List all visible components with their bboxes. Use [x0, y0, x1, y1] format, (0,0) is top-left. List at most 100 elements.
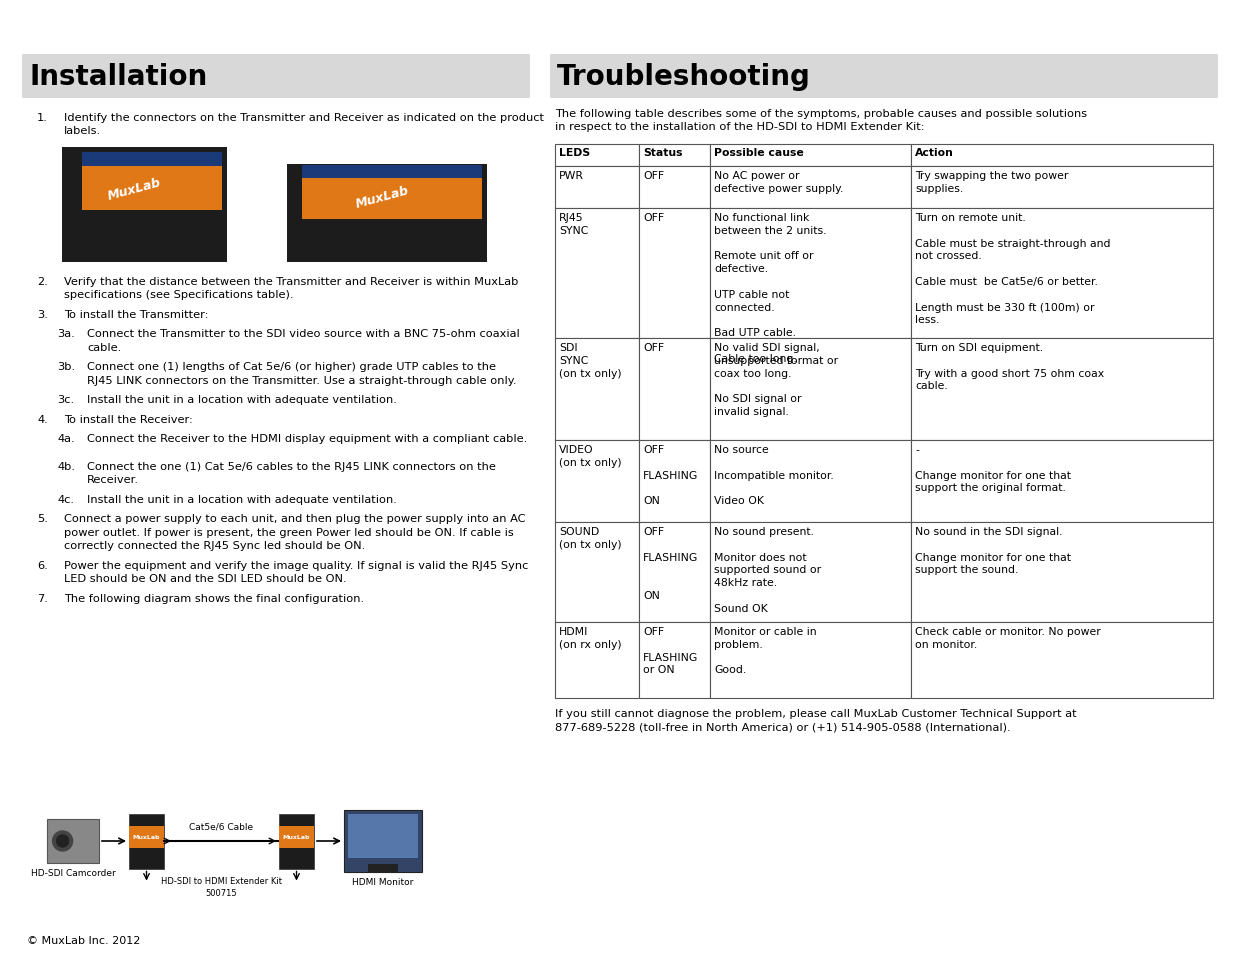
Text: OFF

FLASHING


ON: OFF FLASHING ON [643, 526, 699, 600]
Bar [710, 145, 911, 167]
Text: Turn on SDI equipment.

Try with a good short 75 ohm coax
cable.: Turn on SDI equipment. Try with a good s… [915, 343, 1104, 391]
Bar [710, 522, 911, 622]
Text: 1.: 1. [37, 112, 48, 123]
Text: 3a.: 3a. [57, 329, 75, 339]
Text: MuxLab: MuxLab [133, 834, 161, 840]
Text: 4a.: 4a. [57, 434, 74, 444]
Text: 4.: 4. [37, 415, 48, 424]
Text: To install the Transmitter:: To install the Transmitter: [64, 310, 209, 319]
Text: 7.: 7. [37, 594, 48, 603]
Bar [640, 209, 710, 338]
Bar [22, 55, 530, 99]
Bar [62, 148, 227, 263]
Bar [911, 440, 1213, 522]
Bar [82, 156, 222, 211]
Bar [911, 522, 1213, 622]
Text: 4c.: 4c. [57, 495, 74, 504]
Text: 3c.: 3c. [57, 395, 74, 405]
Text: 3b.: 3b. [57, 362, 75, 372]
Bar [348, 814, 417, 858]
Bar [640, 622, 710, 699]
Text: If you still cannot diagnose the problem, please call MuxLab Customer Technical : If you still cannot diagnose the problem… [555, 708, 1077, 732]
Text: 4b.: 4b. [57, 461, 75, 472]
Text: No AC power or
defective power supply.: No AC power or defective power supply. [714, 171, 844, 193]
Bar [279, 825, 314, 847]
Bar [911, 167, 1213, 209]
Text: SOUND
(on tx only): SOUND (on tx only) [559, 526, 621, 549]
Text: Try swapping the two power
supplies.: Try swapping the two power supplies. [915, 171, 1068, 193]
Text: Install the unit in a location with adequate ventilation.: Install the unit in a location with adeq… [86, 395, 396, 405]
Text: Connect the Receiver to the HDMI display equipment with a compliant cable.: Connect the Receiver to the HDMI display… [86, 434, 527, 444]
Bar [555, 167, 640, 209]
Bar [555, 338, 640, 440]
Text: RJ45
SYNC: RJ45 SYNC [559, 213, 588, 235]
Text: Install the unit in a location with adequate ventilation.: Install the unit in a location with adeq… [86, 495, 396, 504]
Text: Turn on remote unit.

Cable must be straight-through and
not crossed.

Cable mus: Turn on remote unit. Cable must be strai… [915, 213, 1110, 325]
Bar [345, 810, 422, 872]
Bar [710, 209, 911, 338]
Text: OFF

FLASHING
or ON: OFF FLASHING or ON [643, 626, 699, 675]
Bar [640, 522, 710, 622]
Bar [640, 167, 710, 209]
Text: Connect one (1) lengths of Cat 5e/6 (or higher) grade UTP cables to the
RJ45 LIN: Connect one (1) lengths of Cat 5e/6 (or … [86, 362, 516, 385]
Text: MuxLab: MuxLab [106, 176, 163, 203]
Text: Troubleshooting: Troubleshooting [557, 63, 811, 91]
Bar [555, 622, 640, 699]
Text: Action: Action [915, 148, 953, 158]
Text: HD-SDI to HDMI Extender Kit
500715: HD-SDI to HDMI Extender Kit 500715 [161, 877, 282, 897]
Text: The following table describes some of the symptoms, probable causes and possible: The following table describes some of th… [555, 109, 1087, 132]
Text: No sound present.

Monitor does not
supported sound or
48kHz rate.

Sound OK: No sound present. Monitor does not suppo… [714, 526, 821, 613]
Text: No functional link
between the 2 units.

Remote unit off or
defective.

UTP cabl: No functional link between the 2 units. … [714, 213, 826, 363]
Text: OFF: OFF [643, 343, 664, 353]
Text: Connect a power supply to each unit, and then plug the power supply into an AC
p: Connect a power supply to each unit, and… [64, 514, 526, 550]
Text: Status: Status [643, 148, 683, 158]
Text: 2.: 2. [37, 276, 48, 287]
Bar [550, 55, 1218, 99]
Bar [555, 209, 640, 338]
Text: OFF

FLASHING

ON: OFF FLASHING ON [643, 444, 699, 506]
Text: Cat5e/6 Cable: Cat5e/6 Cable [189, 822, 253, 831]
Bar [555, 522, 640, 622]
Bar [911, 209, 1213, 338]
Bar [710, 440, 911, 522]
Text: 5.: 5. [37, 514, 48, 524]
Bar [128, 814, 164, 868]
Bar [640, 440, 710, 522]
Bar [279, 814, 314, 868]
Bar [82, 152, 222, 167]
Text: OFF: OFF [643, 171, 664, 181]
Text: HDMI Monitor: HDMI Monitor [352, 877, 414, 886]
Text: Possible cause: Possible cause [714, 148, 804, 158]
Text: Verify that the distance between the Transmitter and Receiver is within MuxLab
s: Verify that the distance between the Tra… [64, 276, 519, 300]
Bar [710, 167, 911, 209]
Text: No source

Incompatible monitor.

Video OK: No source Incompatible monitor. Video OK [714, 444, 834, 506]
Text: Identify the connectors on the Transmitter and Receiver as indicated on the prod: Identify the connectors on the Transmitt… [64, 112, 543, 136]
Bar [911, 338, 1213, 440]
Bar [303, 166, 482, 179]
Text: Power the equipment and verify the image quality. If signal is valid the RJ45 Sy: Power the equipment and verify the image… [64, 560, 529, 583]
Text: To install the Receiver:: To install the Receiver: [64, 415, 193, 424]
Bar [911, 622, 1213, 699]
Text: Monitor or cable in
problem.

Good.: Monitor or cable in problem. Good. [714, 626, 816, 675]
Text: Check cable or monitor. No power
on monitor.: Check cable or monitor. No power on moni… [915, 626, 1100, 649]
Text: No sound in the SDI signal.

Change monitor for one that
support the sound.: No sound in the SDI signal. Change monit… [915, 526, 1071, 575]
Bar [640, 338, 710, 440]
Text: MuxLab: MuxLab [283, 834, 310, 840]
Text: © MuxLab Inc. 2012: © MuxLab Inc. 2012 [27, 935, 141, 945]
Text: PWR: PWR [559, 171, 584, 181]
Bar [555, 440, 640, 522]
Text: VIDEO
(on tx only): VIDEO (on tx only) [559, 444, 621, 467]
Text: The following diagram shows the final configuration.: The following diagram shows the final co… [64, 594, 364, 603]
Text: HD-SDI Camcorder: HD-SDI Camcorder [31, 868, 115, 877]
Text: Connect the one (1) Cat 5e/6 cables to the RJ45 LINK connectors on the
Receiver.: Connect the one (1) Cat 5e/6 cables to t… [86, 461, 496, 484]
Bar [555, 145, 640, 167]
Text: No valid SDI signal,
unsupported format or
coax too long.

No SDI signal or
inva: No valid SDI signal, unsupported format … [714, 343, 839, 416]
Bar [710, 338, 911, 440]
Text: -

Change monitor for one that
support the original format.: - Change monitor for one that support th… [915, 444, 1071, 493]
Text: HDMI
(on rx only): HDMI (on rx only) [559, 626, 621, 649]
Text: SDI
SYNC
(on tx only): SDI SYNC (on tx only) [559, 343, 621, 378]
Circle shape [57, 835, 69, 847]
Bar [640, 145, 710, 167]
Bar [128, 825, 164, 847]
Text: Installation: Installation [28, 63, 207, 91]
